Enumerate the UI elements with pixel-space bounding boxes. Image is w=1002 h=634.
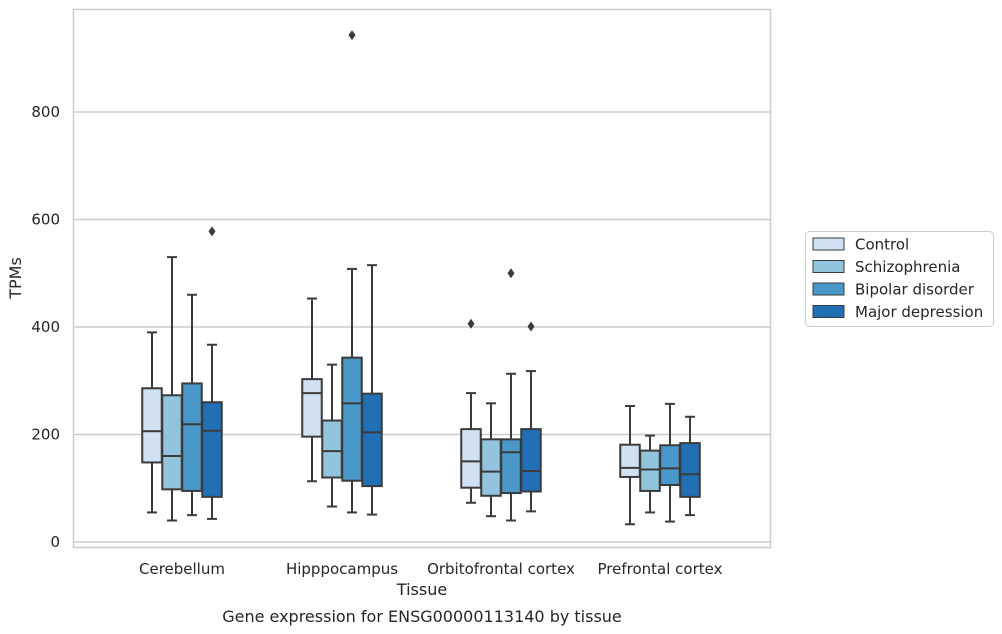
x-axis-label: Tissue: [396, 580, 447, 599]
box-2-2: [500, 268, 522, 522]
box-iqr: [201, 401, 223, 498]
box-1-1: [321, 363, 343, 508]
plot-frame: [72, 8, 772, 549]
legend-swatch-1: [812, 260, 845, 273]
y-tick-label-0: 0: [50, 533, 60, 551]
box-1-0: [301, 297, 323, 483]
y-tick-labels: 0 200 400 600 800: [31, 103, 60, 551]
box-iqr: [639, 449, 661, 492]
box-0-0: [141, 331, 163, 514]
legend-swatch-3: [812, 305, 845, 318]
outlier-point-0: [467, 318, 475, 329]
legend-label-2: Bipolar disorder: [855, 281, 975, 299]
legend: Control Schizophrenia Bipolar disorder Majo…: [805, 231, 994, 327]
box-3-0: [619, 405, 641, 526]
box-2-0: [460, 318, 482, 504]
box-0-2: [181, 293, 203, 517]
y-axis-label: TPMs: [6, 257, 25, 300]
chart-caption: Gene expression for ENSG00000113140 by t…: [222, 607, 622, 626]
legend-swatch-0: [812, 237, 845, 251]
x-tick-label-3: Prefrontal cortex: [598, 560, 723, 578]
box-iqr: [679, 442, 701, 498]
legend-label-1: Schizophrenia: [855, 258, 960, 276]
outlier-point-0: [208, 226, 216, 237]
box-3-1: [639, 434, 661, 514]
x-tick-label-0: Cerebellum: [139, 560, 225, 578]
box-3-3: [679, 415, 701, 517]
box-iqr: [341, 356, 363, 482]
y-tick-label-200: 200: [31, 426, 60, 444]
x-tick-label-1: Hipppocampus: [286, 560, 398, 578]
box-iqr: [619, 443, 641, 478]
box-1-3: [361, 264, 383, 516]
legend-frame: [805, 231, 994, 327]
box-iqr: [500, 438, 522, 495]
box-1-2: [341, 30, 363, 514]
y-tick-label-600: 600: [31, 211, 60, 229]
box-iqr: [181, 382, 203, 492]
y-tick-label-400: 400: [31, 318, 60, 336]
outlier-point-0: [527, 321, 535, 332]
box-iqr: [520, 428, 542, 493]
legend-swatch-2: [812, 282, 845, 296]
box-iqr: [301, 378, 323, 438]
boxes-layer: [141, 30, 701, 526]
legend-label-0: Control: [855, 236, 909, 254]
box-3-2: [659, 402, 681, 523]
box-iqr: [460, 428, 482, 489]
box-iqr: [321, 419, 343, 479]
box-0-1: [161, 256, 183, 522]
outlier-point-0: [348, 30, 356, 41]
box-iqr: [659, 444, 681, 487]
y-tick-label-800: 800: [31, 103, 60, 121]
box-iqr: [480, 438, 502, 497]
box-iqr: [161, 394, 183, 491]
box-0-3: [201, 226, 223, 520]
box-2-3: [520, 321, 542, 513]
outlier-point-0: [507, 268, 515, 279]
box-iqr: [361, 392, 383, 488]
box-2-1: [480, 402, 502, 518]
x-tick-label-2: Orbitofrontal cortex: [427, 560, 575, 578]
legend-label-3: Major depression: [855, 303, 983, 321]
box-iqr: [141, 387, 163, 464]
x-tick-labels: Cerebellum Hipppocampus Orbitofrontal cort…: [139, 560, 723, 578]
